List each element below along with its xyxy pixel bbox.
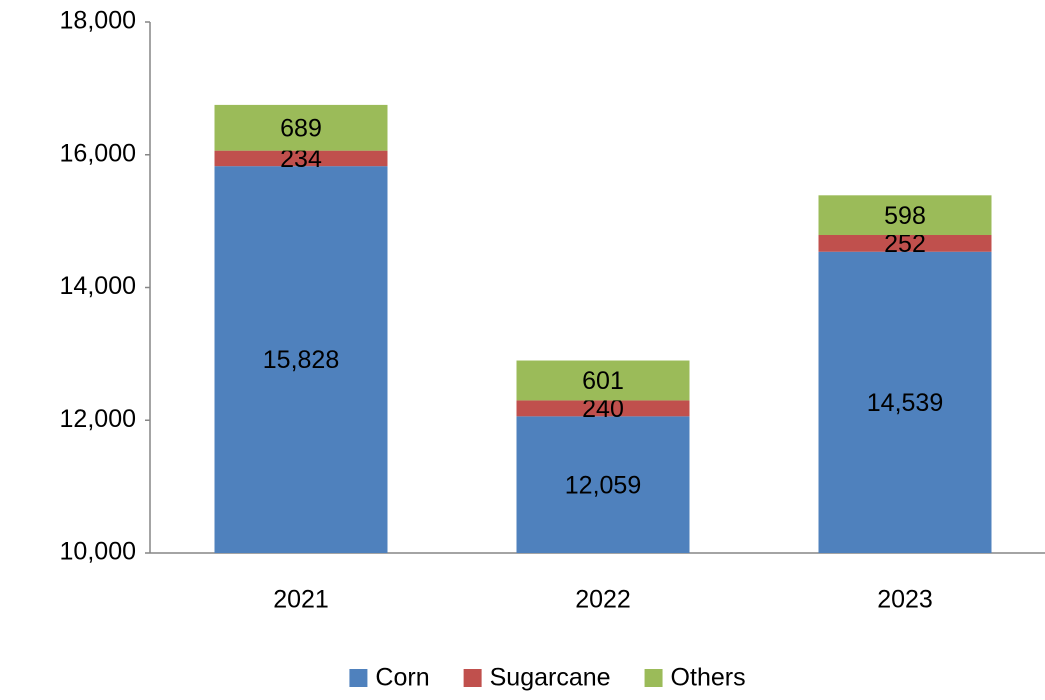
x-tick-label: 2023: [877, 586, 933, 614]
y-tick-label: 10,000: [60, 538, 136, 566]
y-tick-label: 14,000: [60, 272, 136, 300]
bar-segment: [818, 195, 992, 235]
legend-label: Corn: [375, 664, 429, 692]
legend-swatch: [349, 669, 368, 687]
bar-segment: [516, 360, 690, 401]
bar-segment: [214, 150, 388, 167]
data-label: 12,059: [565, 471, 641, 499]
data-label: 689: [280, 114, 322, 142]
legend-label: Sugarcane: [490, 664, 611, 692]
data-label: 15,828: [263, 346, 339, 374]
x-tick-label: 2022: [575, 586, 631, 614]
bar-segment: [818, 251, 992, 553]
y-tick-label: 12,000: [60, 405, 136, 433]
y-tick-label: 18,000: [60, 7, 136, 35]
bar-segment: [214, 166, 388, 553]
bar-segment: [214, 104, 388, 151]
data-label: 598: [884, 202, 926, 230]
bar-segment: [516, 400, 690, 417]
legend-swatch: [644, 669, 663, 687]
y-tick-label: 16,000: [60, 139, 136, 167]
legend-swatch: [463, 669, 482, 687]
data-label: 601: [582, 367, 624, 395]
data-label: 14,539: [867, 389, 943, 417]
legend-label: Others: [671, 664, 746, 692]
bar-segment: [818, 234, 992, 252]
x-tick-label: 2021: [273, 586, 329, 614]
bar-segment: [516, 416, 690, 553]
